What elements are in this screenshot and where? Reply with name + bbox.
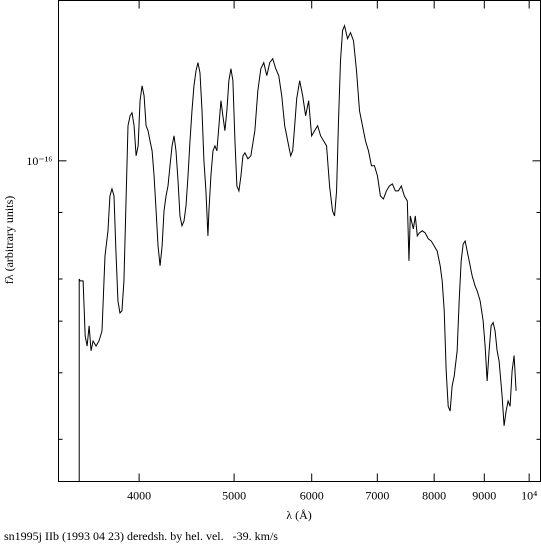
x-tick-label: 4000: [127, 489, 151, 503]
x-tick-label: 6000: [300, 489, 324, 503]
x-tick-label: 9000: [472, 489, 496, 503]
x-tick-label: 10⁴: [521, 489, 537, 503]
y-tick-label: 10⁻¹⁶: [26, 154, 52, 168]
x-tick-label: 7000: [365, 489, 389, 503]
x-tick-label: 8000: [422, 489, 446, 503]
x-axis-label: λ (Å): [286, 508, 311, 522]
x-tick-label: 5000: [222, 489, 246, 503]
plot-frame: [58, 0, 541, 482]
caption: sn1995j IIb (1993 04 23) deredsh. by hel…: [4, 529, 278, 543]
y-axis-label: fλ (arbitrary units): [2, 196, 16, 284]
spectrum-line: [78, 23, 517, 482]
